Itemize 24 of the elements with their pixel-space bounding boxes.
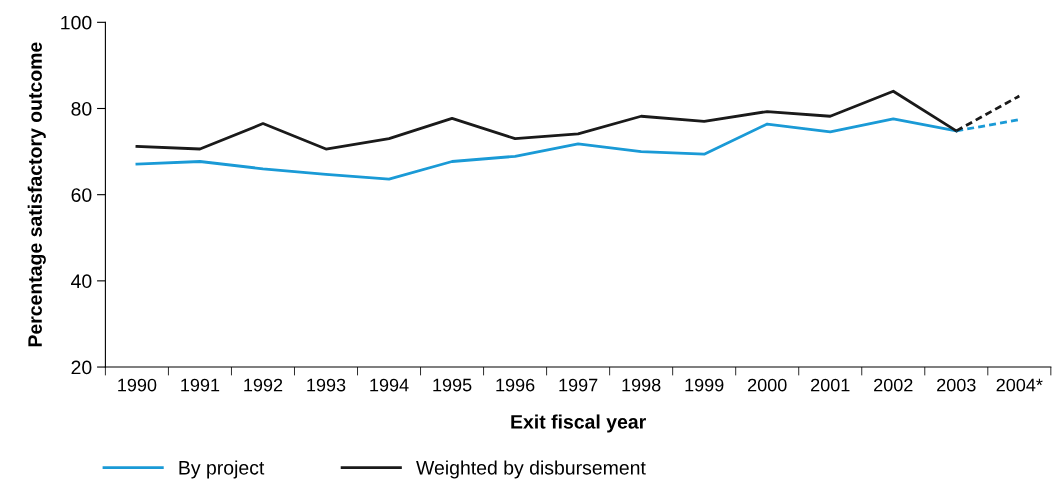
x-tick-label: 2001: [811, 378, 850, 392]
x-tick-label: 2002: [874, 378, 913, 392]
x-tick-label: 1993: [307, 378, 346, 392]
x-tick-label: 1996: [496, 378, 535, 392]
x-tick-label: 2003: [937, 378, 976, 392]
x-tick-label: 1991: [181, 378, 220, 392]
legend-label: By project: [179, 460, 265, 479]
y-tick-label: 60: [71, 188, 92, 202]
x-tick-label: 1995: [433, 378, 472, 392]
x-tick-label: 1992: [244, 378, 283, 392]
y-axis-title: Percentage satisfactory outcome: [27, 42, 46, 347]
x-tick-label: 1998: [622, 378, 661, 392]
x-tick-label: 1990: [118, 378, 157, 392]
x-axis-title: Exit fiscal year: [511, 414, 646, 433]
y-tick-label: 80: [71, 101, 92, 116]
x-tick-label: 2004*: [996, 378, 1043, 392]
x-tick-label: 2000: [748, 378, 787, 392]
y-tick-label: 40: [71, 274, 92, 289]
y-tick-label: 20: [71, 360, 92, 375]
x-tick-label: 1994: [370, 378, 409, 392]
x-tick-label: 1999: [685, 378, 724, 392]
x-tick-label: 1997: [559, 378, 598, 392]
legend-label: Weighted by disbursement: [416, 460, 646, 479]
y-tick-label: 100: [61, 15, 92, 30]
